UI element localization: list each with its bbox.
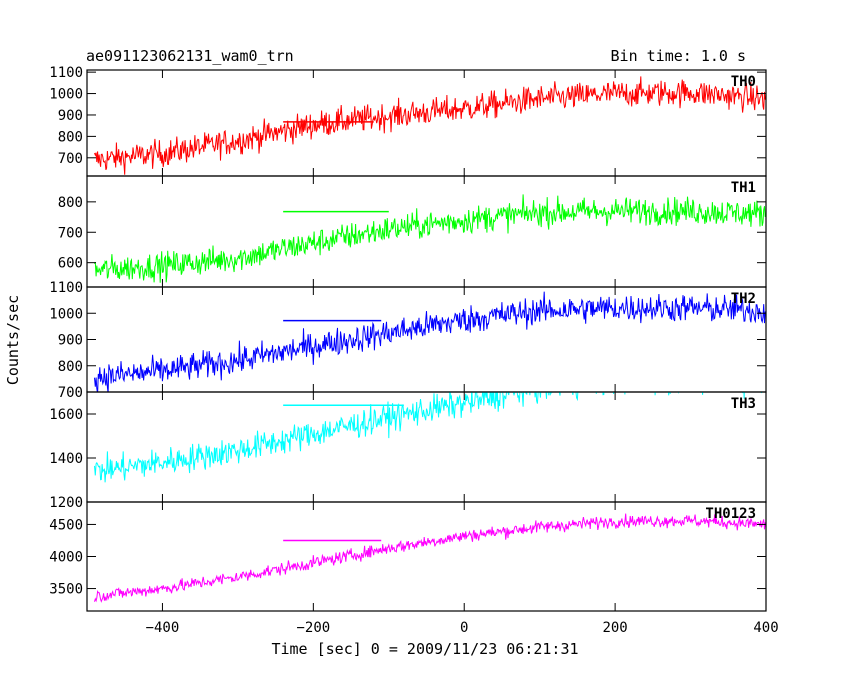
y-tick-label: 1200 [49,495,83,511]
y-tick-label: 1000 [49,306,83,322]
y-tick-label: 800 [58,359,83,375]
y-tick-label: 3500 [49,582,83,598]
panel-frame-th1 [86,175,767,288]
band-label-th3: TH3 [731,396,756,412]
panel-frame-th3 [86,391,767,503]
y-tick-label: 700 [58,225,83,241]
x-tick-label: 400 [753,620,778,636]
y-tick-label: 900 [58,108,83,124]
band-label-th2: TH2 [731,291,756,307]
y-tick-label: 1100 [49,65,83,81]
y-tick-label: 1400 [49,451,83,467]
y-tick-label: 700 [58,385,83,401]
y-tick-label: 4500 [49,517,83,533]
panels-group: 700 800 900 1000 1100 TH0 600 700 800 TH1 700 800 90… [49,65,778,636]
y-tick-label: 800 [58,195,83,211]
x-tick-label: 200 [602,620,627,636]
x-tick-label: 0 [460,620,468,636]
y-tick-label: 4000 [49,550,83,566]
y-tick-label: 900 [58,333,83,349]
series-th0 [94,76,766,175]
plot-title: ae091123062131_wam0_trn [86,47,294,65]
band-label-th0123: TH0123 [705,506,756,522]
y-axis-label: Counts/sec [4,295,22,385]
panel-frame-th0123 [86,501,767,612]
y-tick-label: 600 [58,256,83,272]
y-tick-label: 800 [58,129,83,145]
x-tick-label: −400 [146,620,180,636]
x-axis-label: Time [sec] 0 = 2009/11/23 06:21:31 [271,640,578,658]
y-tick-label: 1100 [49,280,83,296]
x-tick-label: −200 [296,620,330,636]
band-label-th1: TH1 [731,180,756,196]
band-label-th0: TH0 [731,74,756,90]
series-th2 [94,291,766,392]
y-tick-label: 1000 [49,87,83,103]
y-tick-label: 700 [58,151,83,167]
series-th1 [94,194,766,283]
bin-time-label: Bin time: 1.0 s [611,47,746,65]
series-th3 [94,392,763,483]
series-th0123 [94,513,766,603]
y-tick-label: 1600 [49,407,83,423]
